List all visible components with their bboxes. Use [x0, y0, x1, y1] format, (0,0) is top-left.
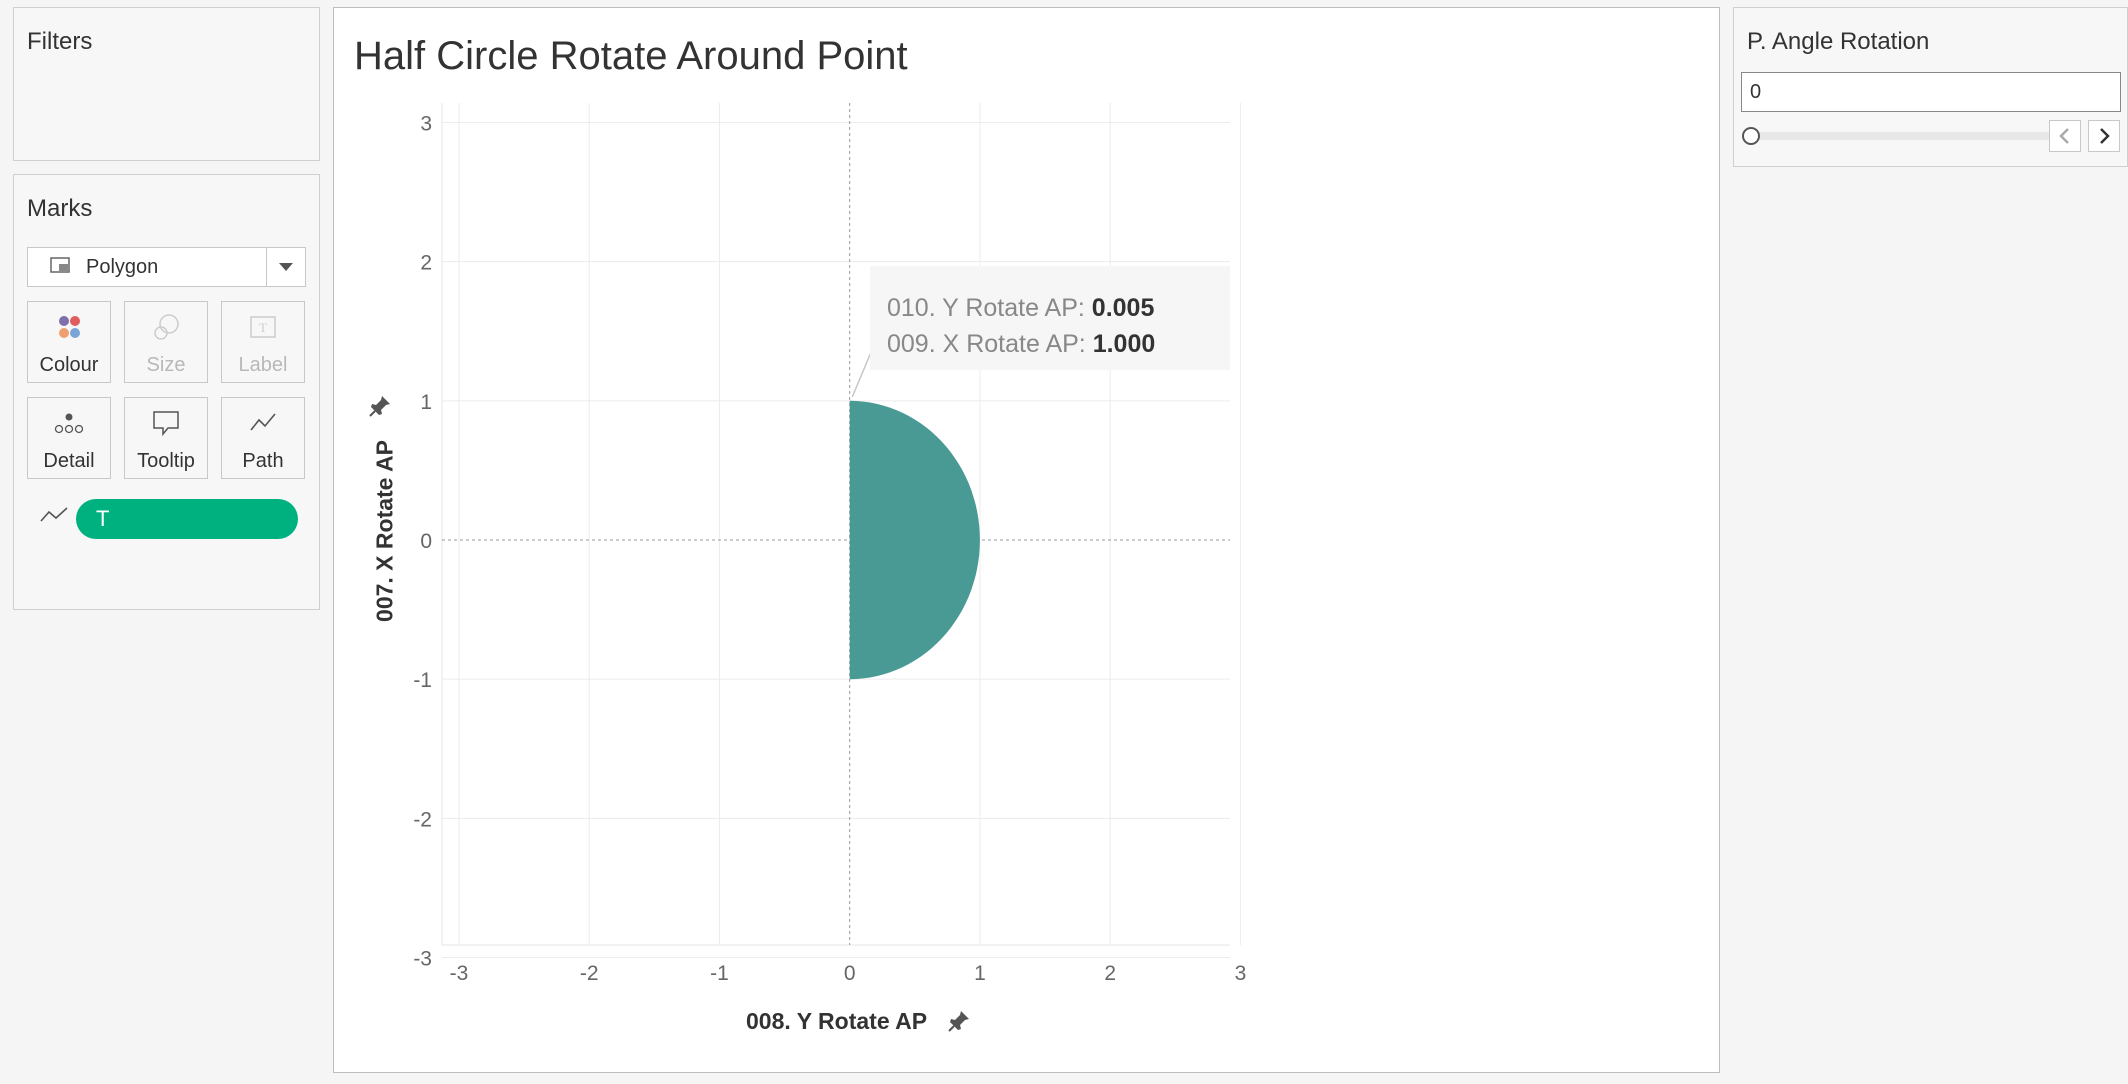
- y-tick-label: 3: [420, 112, 432, 135]
- colour-label: Colour: [39, 354, 99, 376]
- x-axis-title: 008. Y Rotate AP: [746, 1008, 928, 1034]
- viz-worksheet: Half Circle Rotate Around Point -3 -2 -1 0 1…: [333, 7, 1720, 1073]
- y-tick-label: -2: [413, 808, 432, 831]
- svg-text:T: T: [259, 320, 267, 335]
- path-field-pill[interactable]: T: [76, 499, 298, 539]
- mark-type-label: Polygon: [86, 256, 159, 278]
- y-tick-label: -3: [413, 948, 432, 971]
- x-tick-label: 0: [844, 962, 856, 985]
- parameter-title: P. Angle Rotation: [1747, 28, 1930, 55]
- label-button[interactable]: T Label: [221, 301, 305, 383]
- step-forward-button[interactable]: [2088, 120, 2120, 152]
- label-icon: T: [250, 316, 276, 338]
- colour-button[interactable]: Colour: [27, 301, 111, 383]
- angle-rotation-input[interactable]: 0: [1741, 72, 2121, 112]
- path-button[interactable]: Path: [221, 397, 305, 479]
- pin-icon[interactable]: [946, 1008, 972, 1034]
- size-icon: [154, 314, 179, 340]
- detail-dots-icon: [54, 413, 84, 434]
- mark-tooltip: 010. Y Rotate AP: 0.005 009. X Rotate AP…: [870, 266, 1230, 370]
- detail-button[interactable]: Detail: [27, 397, 111, 479]
- parameter-card: P. Angle Rotation 0: [1733, 7, 2128, 167]
- tooltip-line-y: 010. Y Rotate AP: 0.005: [887, 294, 1155, 322]
- x-tick-label: 2: [1104, 962, 1116, 985]
- marks-title: Marks: [27, 195, 93, 222]
- tooltip-label: Tooltip: [137, 450, 195, 472]
- tooltip-line-x: 009. X Rotate AP: 1.000: [887, 330, 1156, 358]
- chevron-down-icon[interactable]: [266, 248, 305, 286]
- size-button[interactable]: Size: [124, 301, 208, 383]
- step-back-button[interactable]: [2049, 120, 2081, 152]
- half-circle-polygon: [849, 400, 980, 680]
- filters-title: Filters: [27, 28, 93, 55]
- x-tick-label: 1: [974, 962, 986, 985]
- viz-title: Half Circle Rotate Around Point: [354, 34, 908, 78]
- mark-type-dropdown[interactable]: Polygon: [27, 247, 306, 287]
- chart-canvas[interactable]: -3 -2 -1 0 1 2 3 3 2 1 0 -1 -2 -3: [334, 8, 1719, 1072]
- x-tick-label: -2: [580, 962, 599, 985]
- chevron-right-icon: [2100, 128, 2110, 144]
- path-line-icon: [40, 507, 68, 522]
- y-tick-label: 2: [420, 252, 432, 275]
- y-tick-label: -1: [413, 669, 432, 692]
- marks-card: Marks Polygon Colour Size: [13, 174, 320, 610]
- path-line-icon: [250, 413, 276, 431]
- label-label: Label: [238, 354, 288, 376]
- pin-icon[interactable]: [367, 393, 393, 419]
- angle-rotation-slider-track[interactable]: [1756, 132, 2068, 140]
- speech-bubble-icon: [153, 411, 179, 437]
- polygon-mark-icon: [50, 257, 70, 273]
- filters-card: Filters: [13, 7, 320, 161]
- size-label: Size: [146, 354, 186, 376]
- chevron-left-icon: [2059, 128, 2069, 144]
- y-axis-title: 007. X Rotate AP: [371, 440, 398, 622]
- y-tick-label: 0: [420, 530, 432, 553]
- x-tick-label: -1: [710, 962, 729, 985]
- tooltip-button[interactable]: Tooltip: [124, 397, 208, 479]
- detail-label: Detail: [43, 450, 95, 472]
- x-tick-label: -3: [450, 962, 469, 985]
- plot-area: [442, 103, 1230, 945]
- y-tick-label: 1: [420, 391, 432, 414]
- angle-rotation-slider-thumb[interactable]: [1742, 127, 1760, 145]
- x-tick-label: 3: [1235, 962, 1247, 985]
- path-label: Path: [242, 450, 284, 472]
- colour-dots-icon: [59, 316, 80, 338]
